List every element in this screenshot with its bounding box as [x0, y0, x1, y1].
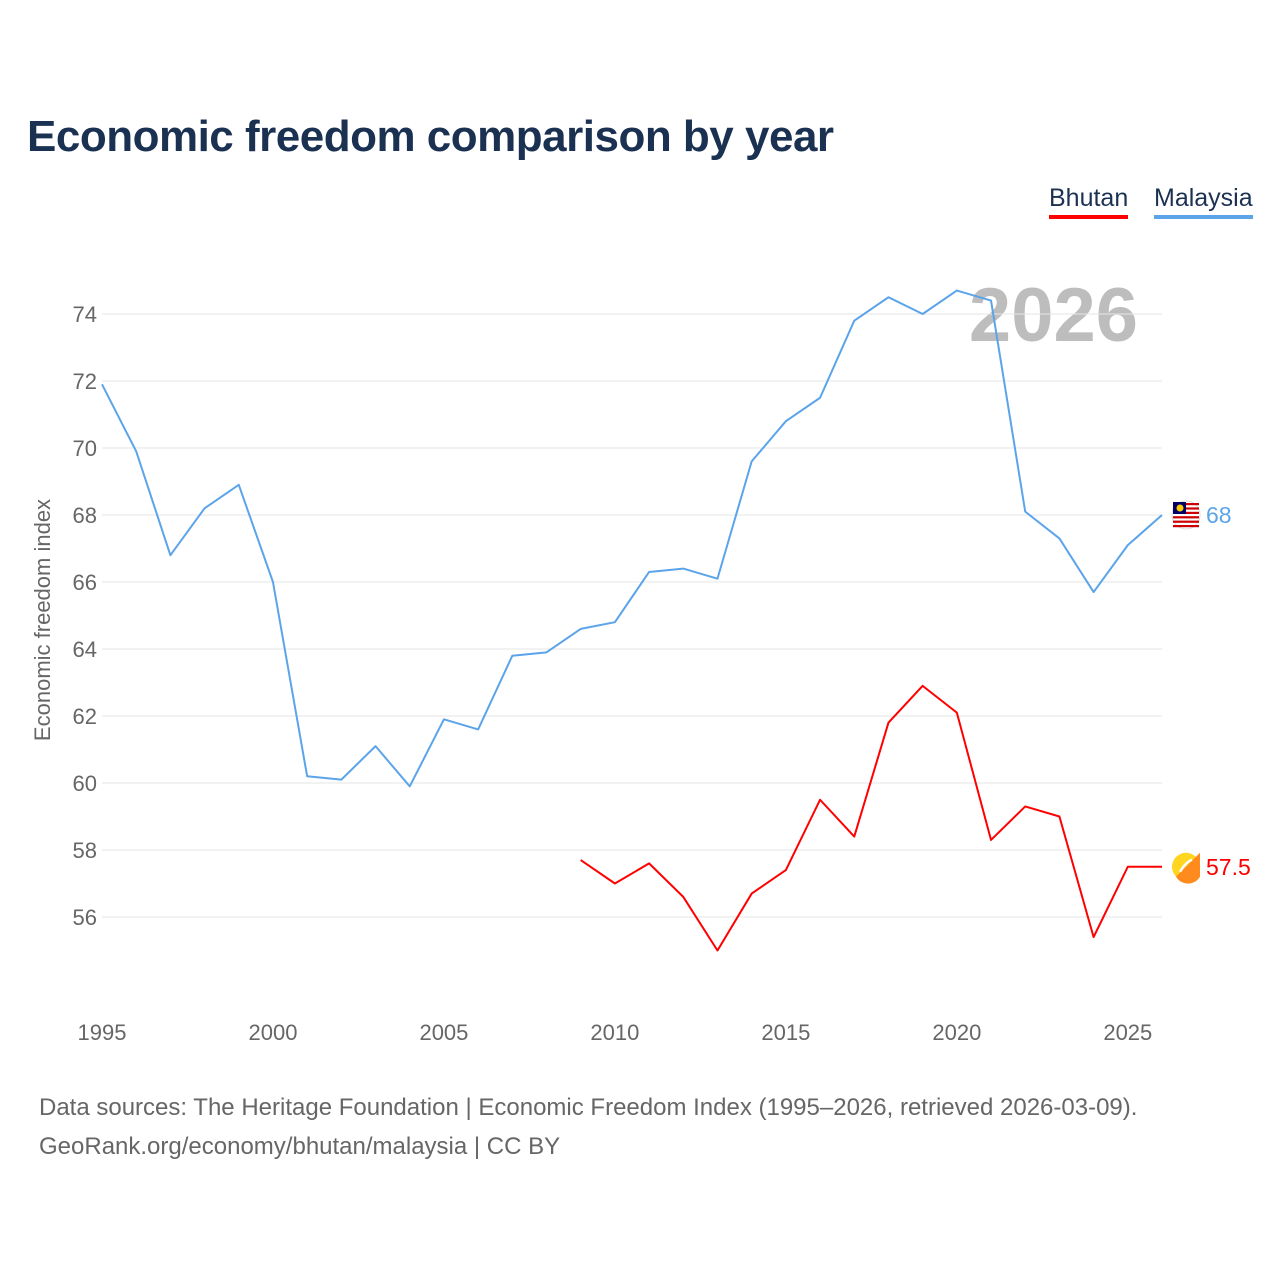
legend-malaysia[interactable]: Malaysia: [1154, 184, 1253, 219]
x-tick-label: 2020: [932, 1020, 981, 1045]
y-tick-label: 68: [73, 503, 97, 528]
x-tick-label: 2010: [590, 1020, 639, 1045]
flag-crescent: [1176, 504, 1184, 512]
line-bhutan: [580, 684, 1162, 952]
end-value-label: 68: [1206, 502, 1232, 528]
y-tick-label: 60: [73, 771, 97, 796]
y-tick-label: 56: [73, 905, 97, 930]
flag-dragon: [1178, 858, 1193, 873]
y-tick-label: 58: [73, 838, 97, 863]
y-axis-label: Economic freedom index: [30, 499, 55, 741]
y-tick-label: 72: [73, 369, 97, 394]
source-line-1: Data sources: The Heritage Foundation | …: [39, 1094, 1138, 1121]
x-tick-label: 2025: [1103, 1020, 1152, 1045]
flag-stripe: [1173, 520, 1199, 523]
x-tick-label: 2005: [419, 1020, 468, 1045]
x-tick-label: 2000: [248, 1020, 297, 1045]
legend-bhutan[interactable]: Bhutan: [1049, 184, 1129, 219]
y-tick-label: 66: [73, 570, 97, 595]
chart-title: Economic freedom comparison by year: [27, 112, 834, 161]
y-tick-label: 62: [73, 704, 97, 729]
y-tick-label: 70: [73, 436, 97, 461]
x-tick-label: 1995: [78, 1020, 127, 1045]
flag-stripe: [1173, 516, 1199, 519]
line-malaysia: [101, 289, 1163, 788]
flag-orange-half: [1172, 852, 1200, 884]
y-tick-label: 64: [73, 637, 97, 662]
flag-stripe: [1173, 525, 1199, 528]
x-tick-label: 2015: [761, 1020, 810, 1045]
source-note: Data sources: The Heritage Foundation | …: [39, 1088, 1137, 1166]
end-value-label: 57.5: [1206, 854, 1251, 880]
source-line-2: GeoRank.org/economy/bhutan/malaysia | CC…: [39, 1133, 561, 1160]
y-tick-label: 74: [73, 302, 97, 327]
